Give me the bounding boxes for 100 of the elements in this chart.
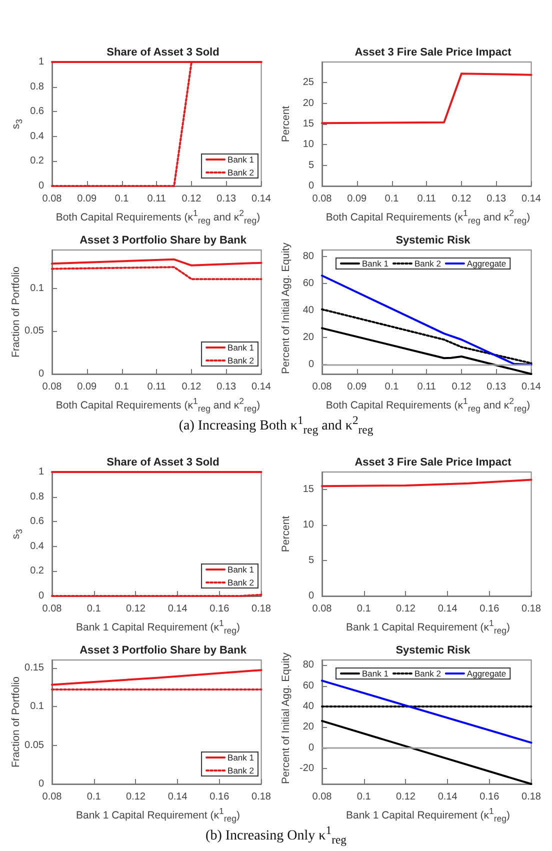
x-tick-label: 0.14 [168,792,188,802]
legend-label: Bank 2 [228,766,254,776]
x-tick-label: 0.13 [216,382,237,392]
y-tick-label: 80 [302,251,314,262]
chart-title: Share of Asset 3 Sold [106,456,220,468]
y-axis-title: Percent [279,104,293,144]
x-axis-title: Both Capital Requirements (κ$^{1}$$_{reg}$ and κ$^{2}$$_{reg}$) [54,395,262,416]
chart-title: Asset 3 Portfolio Share by Bank [80,644,248,656]
x-tick-label: 0.09 [347,194,368,204]
x-tick-label: 0.12 [396,604,416,614]
x-tick-label: 0.14 [252,194,272,204]
y-tick-label: 0.05 [24,326,44,337]
legend-label: Aggregate [466,668,506,678]
y-tick-label: 0.15 [24,662,44,674]
legend-label: Bank 1 [228,564,254,574]
chart-title: Systemic Risk [396,234,472,246]
x-tick-label: 0.14 [252,382,272,392]
x-tick-label: 0.08 [42,382,62,392]
y-tick-label: 0.6 [30,106,44,118]
y-tick-label: 15 [302,118,314,130]
y-tick-label: 80 [302,660,314,671]
x-axis-title: Both Capital Requirements (κ$^{1}$$_{reg}$ and κ$^{2}$$_{reg}$) [324,207,532,228]
line-series [321,308,532,364]
x-axis-title: Bank 1 Capital Requirement (κ$^{1}$$_{reg}$) [74,617,242,638]
y-tick-label: 0 [308,590,314,602]
chart-title: Share of Asset 3 Sold [106,46,220,58]
y-tick-label: 0 [308,742,314,754]
x-tick-label: 0.08 [312,194,332,204]
chart-title: Asset 3 Fire Sale Price Impact [354,46,512,58]
x-tick-label: 0.16 [210,604,230,614]
x-tick-label: 0.1 [356,792,372,802]
y-tick-label: 1 [38,56,44,68]
x-tick-label: 0.1 [86,604,102,614]
x-tick-label: 0.12 [126,604,146,614]
line-series [321,478,532,488]
y-tick-label: 5 [308,555,314,566]
legend-label: Bank 1 [228,752,254,762]
x-tick-label: 0.16 [480,604,500,614]
x-tick-label: 0.08 [312,792,332,802]
chart-title: Asset 3 Portfolio Share by Bank [80,234,248,246]
y-tick-label: 0.1 [30,282,44,294]
y-axis-title: Fraction of Portfolio [9,265,23,360]
legend-label: Bank 1 [362,668,389,678]
x-tick-label: 0.11 [147,382,166,392]
x-tick-label: 0.13 [216,194,237,204]
y-tick-label: 10 [302,520,314,531]
legend-label: Bank 1 [228,342,254,352]
y-tick-label: 0.05 [24,740,44,751]
x-tick-label: 0.14 [438,604,458,614]
x-tick-label: 0.14 [522,382,542,392]
x-tick-label: 0.14 [522,194,542,204]
x-tick-label: 0.12 [126,792,146,802]
chart-title: Asset 3 Fire Sale Price Impact [354,456,512,468]
x-axis-title: Bank 1 Capital Requirement (κ$^{1}$$_{reg}$) [344,617,512,638]
x-tick-label: 0.08 [312,604,332,614]
legend-label: Bank 2 [228,356,254,366]
x-tick-label: 0.18 [252,604,272,614]
legend-label: Bank 2 [228,168,254,178]
y-axis-title: Percent of Initial Agg. Equity [279,242,293,374]
x-tick-label: 0.14 [438,792,458,802]
x-tick-label: 0.18 [252,792,272,802]
y-tick-label: 60 [302,680,314,692]
x-tick-label: 0.1 [86,792,102,802]
y-tick-label: 0 [38,590,44,602]
x-axis-title: Both Capital Requirements (κ$^{1}$$_{reg}$ and κ$^{2}$$_{reg}$) [324,395,532,416]
x-tick-label: 0.12 [452,194,472,204]
x-tick-label: 0.16 [210,792,230,802]
y-tick-label: 0 [38,778,44,790]
y-tick-label: 40 [302,305,314,316]
y-tick-label: 0 [38,180,44,192]
y-tick-label: 0.4 [30,130,44,142]
y-tick-label: 0.8 [30,81,44,92]
legend-label: Bank 2 [414,668,442,678]
y-tick-label: 0 [38,368,44,380]
y-tick-label: 10 [302,139,314,150]
legend-label: Bank 2 [228,578,254,588]
y-tick-label: -20 [300,763,314,774]
x-tick-label: 0.09 [77,194,98,204]
legend-label: Bank 1 [228,154,254,164]
x-tick-label: 0.13 [486,194,507,204]
y-tick-label: 15 [302,484,314,496]
x-tick-label: 0.08 [42,604,62,614]
y-tick-label: 40 [302,701,314,712]
x-tick-label: 0.1 [114,194,130,204]
x-tick-label: 0.09 [347,382,368,392]
legend-label: Bank 2 [414,258,442,268]
y-tick-label: 5 [308,160,314,171]
x-tick-label: 0.12 [182,194,202,204]
x-tick-label: 0.1 [114,382,130,392]
x-tick-label: 0.11 [417,194,436,204]
y-tick-label: 0 [308,359,314,370]
x-axis-title: Both Capital Requirements (κ$^{1}$$_{reg}$ and κ$^{2}$$_{reg}$) [54,207,262,228]
legend-label: Aggregate [466,258,506,268]
y-tick-label: 0.8 [30,491,44,502]
y-tick-label: 20 [302,98,314,109]
x-tick-label: 0.11 [147,194,166,204]
x-tick-label: 0.18 [522,792,542,802]
x-tick-label: 0.1 [356,604,372,614]
x-tick-label: 0.14 [168,604,188,614]
x-tick-label: 0.11 [417,382,436,392]
